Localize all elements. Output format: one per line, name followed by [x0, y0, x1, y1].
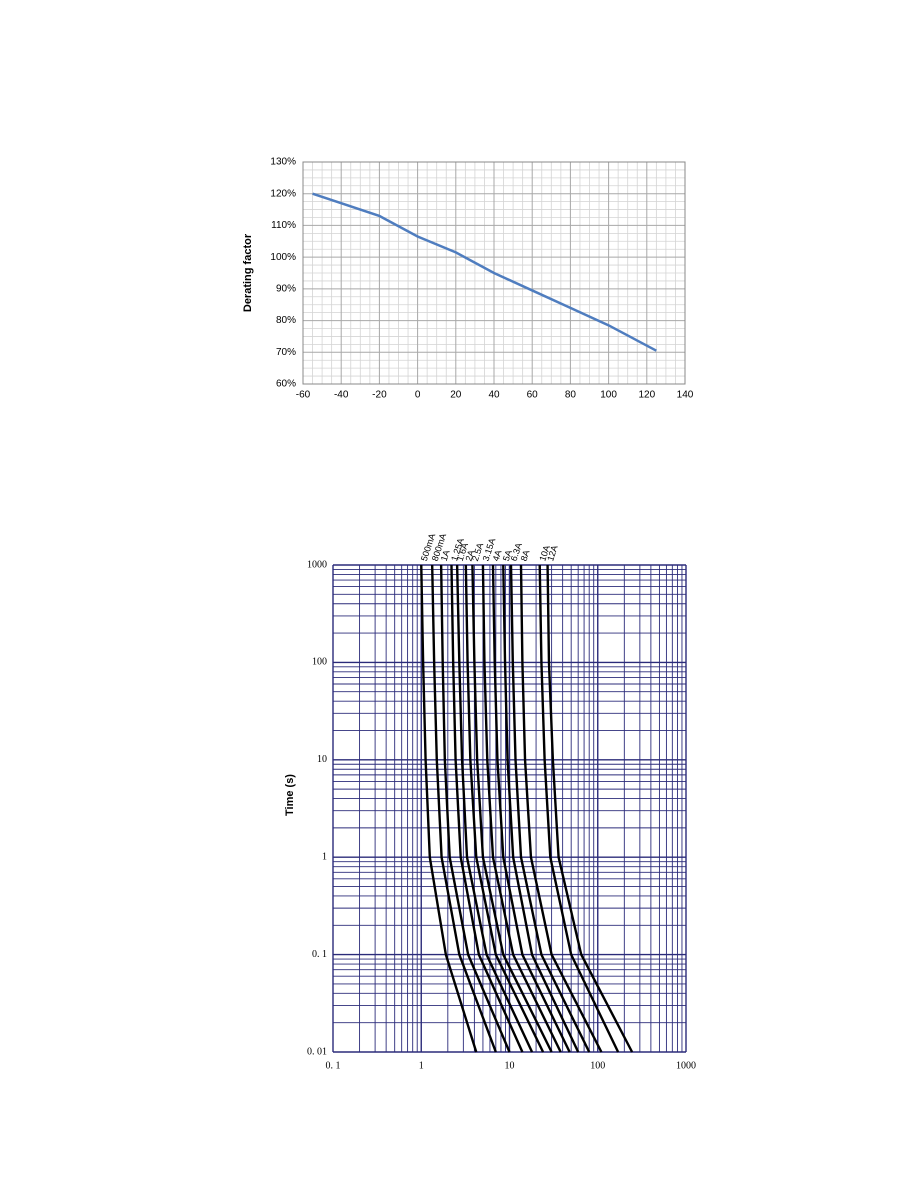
fuse-curve: [481, 564, 562, 1053]
x-tick-label: 20: [450, 390, 462, 401]
fuse-curve: [420, 564, 478, 1053]
y-tick-label: 1: [322, 851, 327, 862]
fuse-curve: [439, 564, 511, 1053]
fuse-curve: [502, 564, 580, 1053]
curve-label: 5A: [501, 549, 514, 563]
y-tick-label: 110%: [271, 220, 296, 231]
y-tick-label: 60%: [276, 379, 296, 390]
fuse-curve: [450, 564, 524, 1053]
y-axis-title: Derating factor: [242, 233, 254, 312]
curve-label: 8A: [519, 549, 532, 563]
y-tick-label: 70%: [276, 347, 296, 358]
x-tick-label: 0. 1: [326, 1060, 341, 1071]
fuse-curve: [509, 564, 591, 1053]
x-tick-label: 0: [415, 390, 421, 401]
y-tick-label: 120%: [270, 188, 296, 199]
fuse-curve: [538, 564, 620, 1053]
x-tick-label: 60: [527, 390, 539, 401]
x-tick-label: 1: [419, 1060, 424, 1071]
x-tick-label: 120: [638, 390, 655, 401]
curve-label: 4A: [491, 549, 504, 563]
data-line: [312, 192, 657, 352]
x-tick-label: 10: [505, 1060, 515, 1071]
fuse-curve: [430, 564, 497, 1053]
y-tick-label: 1000: [307, 559, 327, 570]
y-tick-label: 80%: [276, 315, 296, 326]
fuse-curve: [464, 564, 545, 1053]
curve-label: 10A: [537, 544, 551, 562]
plot-frame: [302, 161, 686, 385]
curve-label: 2A: [463, 549, 476, 563]
x-tick-label: -20: [372, 390, 387, 401]
fuse-curve: [546, 564, 634, 1053]
x-tick-label: 1000: [676, 1060, 696, 1071]
x-tick-label: 100: [600, 390, 617, 401]
y-tick-label: 100: [312, 657, 327, 668]
fuse-curve: [491, 564, 571, 1053]
y-tick-label: 100%: [270, 252, 296, 263]
x-tick-label: 100: [590, 1060, 605, 1071]
fuse-curve: [471, 564, 553, 1053]
y-tick-label: 0. 1: [312, 949, 327, 960]
x-tick-label: -60: [296, 390, 311, 401]
y-axis-title: Time (s): [284, 774, 296, 816]
fuse-curve: [455, 564, 534, 1053]
curve-label: 1A: [439, 549, 452, 563]
x-tick-label: -40: [334, 390, 349, 401]
curve-label: 12A: [545, 544, 559, 562]
y-tick-label: 10: [317, 754, 327, 765]
x-tick-label: 40: [488, 390, 500, 401]
y-tick-label: 90%: [276, 283, 296, 294]
x-tick-label: 140: [677, 390, 694, 401]
y-tick-label: 0. 01: [307, 1046, 327, 1057]
fuse-curve: [519, 564, 603, 1053]
x-tick-label: 80: [565, 390, 577, 401]
y-tick-label: 130%: [270, 157, 296, 168]
